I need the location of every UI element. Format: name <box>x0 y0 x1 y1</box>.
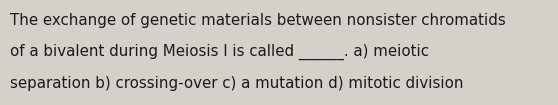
Text: The exchange of genetic materials between nonsister chromatids: The exchange of genetic materials betwee… <box>10 13 506 28</box>
Text: separation b) crossing-over c) a mutation d) mitotic division: separation b) crossing-over c) a mutatio… <box>10 76 464 91</box>
Text: of a bivalent during Meiosis I is called ______. a) meiotic: of a bivalent during Meiosis I is called… <box>10 44 429 60</box>
